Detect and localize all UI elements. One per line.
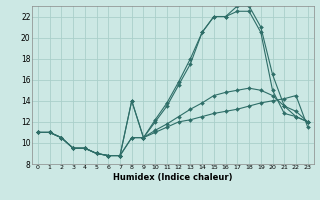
X-axis label: Humidex (Indice chaleur): Humidex (Indice chaleur) [113,173,233,182]
